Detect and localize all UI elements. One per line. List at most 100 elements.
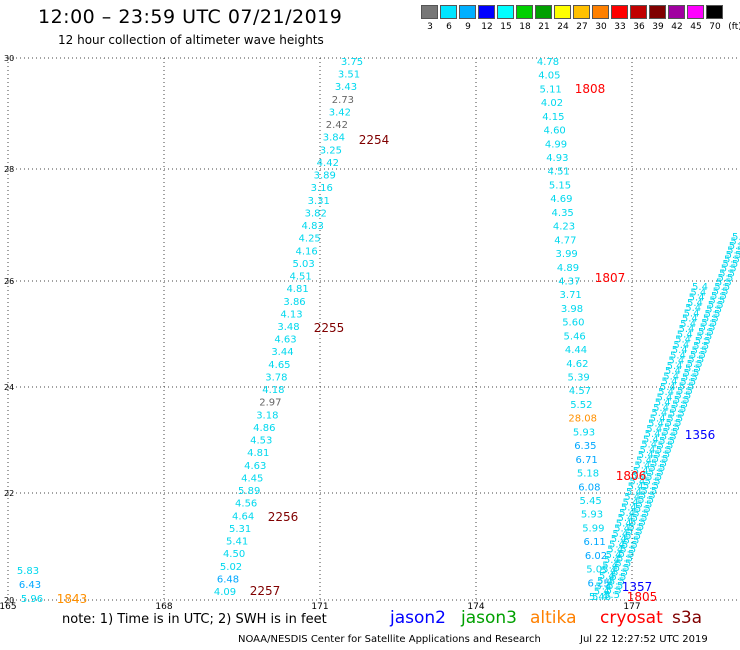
track-d-wave-height: 5.4 (672, 345, 688, 356)
scale-label: 27 (576, 22, 588, 32)
track-a-wave-height: 6.48 (217, 574, 239, 585)
track-b-wave-height: 3.99 (556, 249, 578, 260)
pass-time-label: 1843 (57, 592, 88, 606)
satellite-cryosat-label: cryosat (600, 608, 663, 628)
track-d-wave-height: 5.5 (619, 549, 635, 560)
track-b-wave-height: 4.89 (557, 263, 579, 274)
satellite-jason2-label: jason2 (390, 608, 446, 628)
track-b-wave-height: 3.71 (560, 290, 582, 301)
track-a-wave-height: 4.45 (241, 473, 263, 484)
track-d-wave-height: 5.5 (612, 567, 628, 578)
track-d-wave-height: 5.5 (607, 581, 623, 592)
scale-label: 30 (595, 22, 607, 32)
pass-time-label: 2255 (314, 321, 345, 335)
track-a-wave-height: 4.63 (274, 335, 296, 346)
track-d-wave-height: 5.5 (730, 237, 740, 248)
track-d-wave-height: 5.5 (709, 295, 725, 306)
track-d-wave-height: 5.4 (662, 377, 678, 388)
lon-tick-label: 171 (311, 602, 328, 612)
pass-time-label: 2257 (250, 584, 281, 598)
lon-tick-label: 168 (155, 602, 172, 612)
track-d-wave-height: 5.4 (673, 340, 689, 351)
scale-swatch (421, 5, 438, 19)
track-d-wave-height: 5.4 (663, 371, 679, 382)
satellite-altika-label: altika (530, 608, 577, 628)
lat-tick-label: 24 (4, 383, 14, 392)
track-a-wave-height: 3.18 (256, 410, 278, 421)
track-d-wave-height: 5.4 (619, 508, 635, 519)
track-b-wave-height: 4.35 (552, 208, 574, 219)
track-d-wave-height: 5.4 (651, 408, 667, 419)
scale-swatch (554, 5, 571, 19)
track-d-wave-height: 5.4 (636, 455, 652, 466)
track-d-wave-height: 5.5 (724, 255, 740, 266)
scale-label: 45 (690, 22, 702, 32)
track-d-wave-height: 5.4 (646, 424, 662, 435)
track-d-wave-height: 5.4 (648, 419, 664, 430)
track-b-wave-height: 4.93 (546, 153, 568, 164)
track-d-wave-height: 5.5 (604, 590, 620, 601)
scale-label: 36 (633, 22, 645, 32)
scale-unit: (ft) (728, 22, 740, 32)
pass-time-label: 1806 (616, 469, 647, 483)
pass-time-label: 2254 (359, 133, 390, 147)
track-d-wave-height: 5.5 (633, 508, 649, 519)
generated-timestamp: Jul 22 12:27:52 UTC 2019 (580, 634, 708, 645)
track-d-wave-height: 5.5 (692, 345, 708, 356)
scale-swatch (440, 5, 457, 19)
track-a-wave-height: 5.03 (292, 259, 314, 270)
track-d-wave-height: 5.5 (711, 291, 727, 302)
track-d-wave-height: 5.5 (669, 409, 685, 420)
track-d-wave-height: 5.4 (624, 492, 640, 503)
track-a-wave-height: 4.56 (235, 499, 257, 510)
track-d-wave-height: 5.5 (675, 391, 691, 402)
track-d-wave-height: 5.4 (660, 382, 676, 393)
track-d-wave-height: 5.4 (606, 550, 622, 561)
track-b-wave-height: 28.08 (568, 414, 597, 425)
track-d-wave-height: 5.5 (679, 382, 695, 393)
track-d-wave-height: 5.4 (601, 566, 617, 577)
track-a-wave-height: 4.13 (280, 309, 302, 320)
pass-time-label: 1807 (595, 271, 626, 285)
track-a-wave-height: 3.78 (265, 372, 287, 383)
lon-tick-label: 177 (623, 602, 640, 612)
track-d-wave-height: 5.5 (614, 563, 630, 574)
track-d-wave-height: 5.5 (653, 454, 669, 465)
track-d-wave-height: 5.5 (645, 477, 661, 488)
scale-swatch (706, 5, 723, 19)
track-d-wave-height: 5.5 (661, 431, 677, 442)
track-a-wave-height: 4.81 (247, 448, 269, 459)
track-d-wave-height: 5.4 (611, 534, 627, 545)
track-d-wave-height: 5.5 (682, 372, 698, 383)
track-d-wave-height: 5.5 (698, 327, 714, 338)
track-d-wave-height: 5.5 (636, 499, 652, 510)
pass-time-label: 2256 (268, 510, 299, 524)
track-d-wave-height: 5.5 (632, 513, 648, 524)
track-d-wave-height: 5.5 (685, 363, 701, 374)
track-c-wave-height: 5.83 (17, 566, 39, 577)
track-d-wave-height: 5.5 (727, 246, 740, 257)
track-b-wave-height: 4.57 (569, 386, 591, 397)
track-d-wave-height: 5.5 (635, 504, 651, 515)
track-a-wave-height: 4.16 (296, 246, 318, 257)
scale-label: 6 (446, 22, 452, 32)
track-d-wave-height: 5.5 (701, 318, 717, 329)
track-a-wave-height: 2.97 (259, 398, 281, 409)
pass-time-label: 1357 (622, 580, 653, 594)
track-b-wave-height: 4.99 (545, 139, 567, 150)
scale-swatch (535, 5, 552, 19)
track-d-wave-height: 5.4 (631, 471, 647, 482)
track-d-wave-height: 5.4 (658, 387, 674, 398)
track-d-wave-height: 5.4 (612, 529, 628, 540)
track-b-wave-height: 3.98 (561, 304, 583, 315)
scale-swatch (649, 5, 666, 19)
track-d-wave-height: 5.5 (651, 459, 667, 470)
track-d-wave-height: 5.5 (703, 314, 719, 325)
track-a-wave-height: 4.86 (253, 423, 275, 434)
satellite-s3a-label: s3a (672, 608, 703, 628)
scale-swatch (611, 5, 628, 19)
track-a-wave-height: 3.86 (283, 297, 305, 308)
scale-swatch (630, 5, 647, 19)
track-b-wave-height: 5.05 (586, 565, 608, 576)
